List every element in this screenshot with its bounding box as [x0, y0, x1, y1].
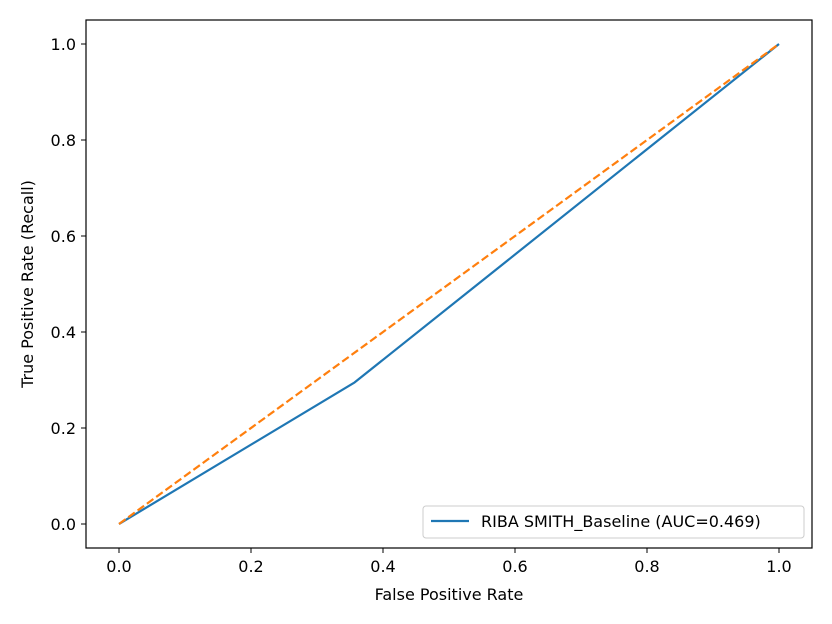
legend: RIBA SMITH_Baseline (AUC=0.469) — [422, 505, 805, 539]
y-tick-label-2: 0.4 — [51, 323, 76, 342]
plot-frame — [85, 19, 813, 549]
legend-label: RIBA SMITH_Baseline (AUC=0.469) — [481, 512, 761, 532]
series-line-1 — [118, 43, 780, 525]
y-tick-label-1: 0.2 — [51, 419, 76, 438]
x-tick-label-1: 0.2 — [238, 557, 263, 576]
series-line-0 — [118, 43, 780, 525]
y-axis-ticks: 0.0 0.2 0.4 0.6 0.8 1.0 — [51, 35, 86, 534]
x-tick-label-3: 0.6 — [502, 557, 527, 576]
y-tick-label-3: 0.6 — [51, 227, 76, 246]
x-axis-ticks: 0.0 0.2 0.4 0.6 0.8 1.0 — [106, 548, 792, 576]
series-layer — [118, 43, 780, 525]
legend-box — [422, 505, 805, 539]
x-tick-label-2: 0.4 — [370, 557, 395, 576]
y-axis-label: True Positive Rate (Recall) — [18, 180, 37, 389]
x-axis-label: False Positive Rate — [375, 585, 524, 604]
x-tick-label-5: 1.0 — [766, 557, 791, 576]
x-tick-label-0: 0.0 — [106, 557, 131, 576]
y-tick-label-4: 0.8 — [51, 131, 76, 150]
x-tick-label-4: 0.8 — [634, 557, 659, 576]
y-tick-label-0: 0.0 — [51, 515, 76, 534]
y-tick-label-5: 1.0 — [51, 35, 76, 54]
